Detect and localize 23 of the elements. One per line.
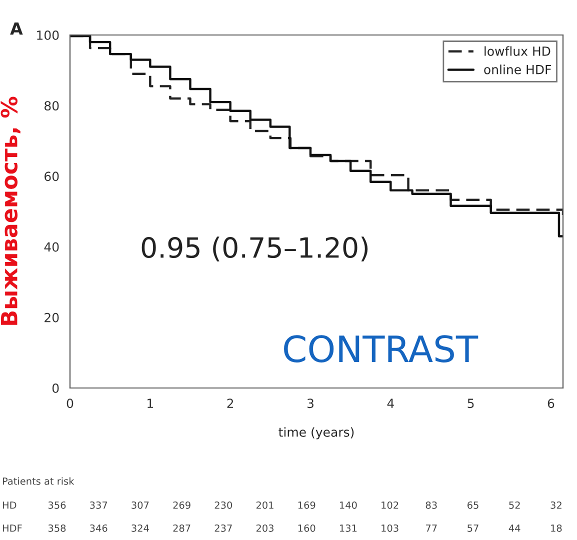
x-tick-label: 3 [307, 398, 314, 408]
x-tick-label: 5 [468, 398, 474, 408]
annotation: CONTRAST [284, 335, 478, 362]
text: Patients at risk [2, 477, 74, 485]
x-tick-label: 6 [548, 398, 554, 408]
x-tick-label: 4 [387, 398, 394, 408]
x-tick-label: 1 [148, 398, 153, 408]
y-tick-label: 40 [44, 242, 59, 252]
y-tick-label: 80 [44, 101, 59, 111]
legend-label: lowflux HD [484, 46, 550, 56]
text: HD 356 337 307 269 230 201 169 140 102 83 65 52 32 [2, 501, 562, 509]
y-tick-label: 60 [44, 172, 59, 182]
legend-label: online HDF [484, 64, 552, 74]
text: HDF 358 346 324 287 237 203 160 131 103 77 57 44 18 [2, 524, 562, 532]
y-tick-label: 20 [44, 312, 59, 322]
x-tick-label: 0 [66, 398, 74, 408]
text: A [10, 22, 23, 35]
y-tick-label: 0 [52, 383, 59, 393]
annotation: 0.95 (0.75–1.20) [142, 236, 368, 262]
x-tick-label: 2 [227, 398, 234, 408]
y-axis-title: Выживаемость, % [0, 96, 20, 325]
x-axis-title: time (years) [278, 427, 354, 440]
y-tick-label: 100 [37, 30, 59, 40]
